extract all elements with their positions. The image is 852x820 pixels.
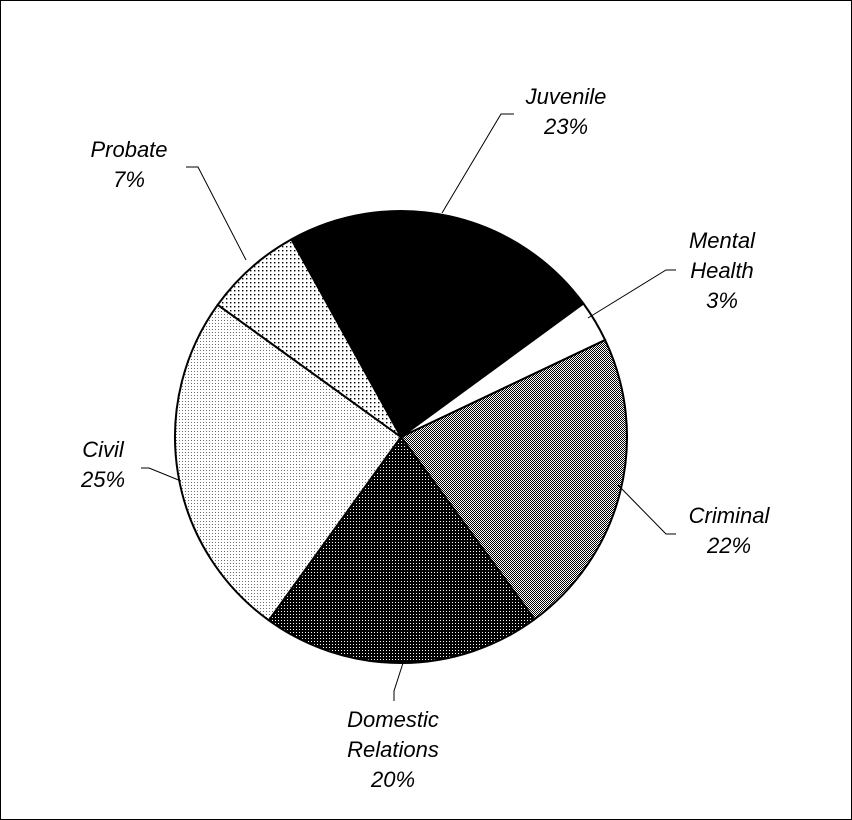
slice-label-criminal: Criminal 22% (689, 503, 771, 558)
slices-layer (174, 210, 628, 664)
slice-label-domestic-relations: Domestic Relations 20% (347, 707, 439, 792)
slice-percent-label: 7% (113, 167, 145, 192)
slice-name-label: Health (690, 258, 754, 283)
slice-percent-label: 3% (706, 288, 738, 313)
slice-label-mental-health: Mental Health 3% (689, 228, 756, 313)
leader-line-criminal (617, 484, 676, 535)
leader-line-probate (186, 166, 247, 261)
slice-percent-label: 23% (543, 114, 588, 139)
pie-slice-probate (216, 238, 402, 438)
slice-percent-label: 20% (370, 767, 415, 792)
pie-slice-civil (174, 303, 402, 622)
slice-name-label: Probate (90, 137, 167, 162)
slice-label-juvenile: Juvenile 23% (525, 84, 607, 139)
leader-line-civil (141, 467, 182, 482)
slice-name-label: Juvenile (525, 84, 607, 109)
slice-name-label: Mental (689, 228, 756, 253)
slice-label-civil: Civil 25% (80, 437, 125, 492)
pie-slice-juvenile (290, 210, 585, 438)
leader-lines-layer (141, 113, 676, 701)
leader-line-domestic-relations (393, 662, 404, 701)
pie-slice-criminal (400, 339, 628, 621)
slice-percent-label: 25% (80, 467, 125, 492)
leader-line-juvenile (441, 113, 514, 214)
slice-name-label: Criminal (689, 503, 771, 528)
slice-name-label: Civil (82, 437, 125, 462)
pie-slice-domestic-relations (267, 436, 536, 664)
slice-label-probate: Probate 7% (90, 137, 167, 192)
slice-name-label: Domestic (347, 707, 439, 732)
leader-line-mental-health (587, 269, 676, 319)
slice-percent-label: 22% (706, 533, 751, 558)
labels-layer: Juvenile 23% Mental Health 3% Criminal 22% Dome… (80, 84, 770, 792)
slice-name-label: Relations (347, 737, 439, 762)
